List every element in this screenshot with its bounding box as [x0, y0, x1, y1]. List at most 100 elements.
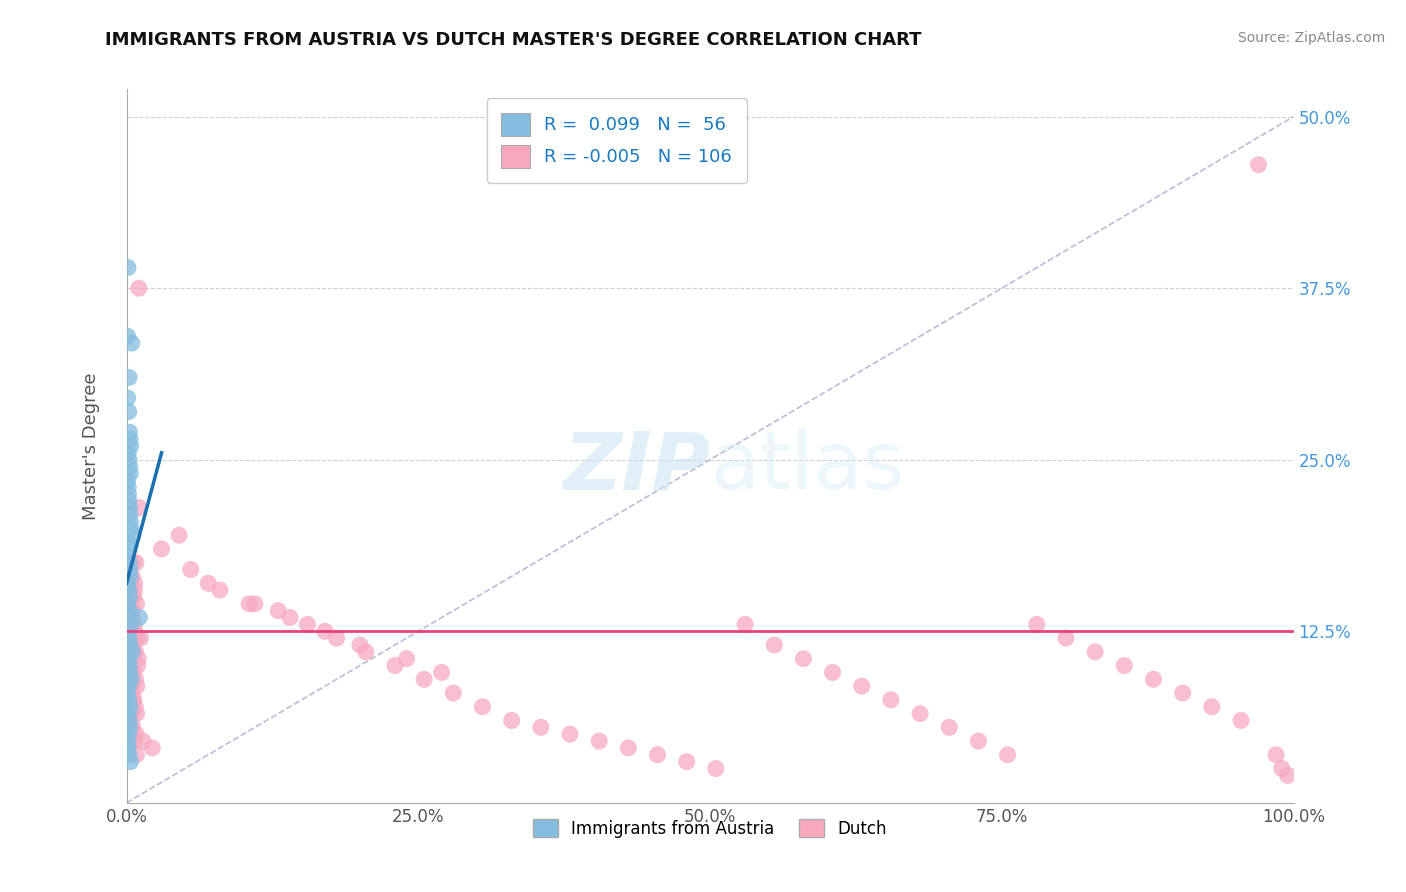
Point	[124, 631, 146, 645]
Point	[1271, 762, 1294, 776]
Point	[734, 617, 756, 632]
Point	[880, 693, 903, 707]
Point	[121, 617, 143, 632]
Point	[122, 734, 145, 748]
Point	[120, 521, 142, 535]
Point	[150, 541, 173, 556]
Text: Source: ZipAtlas.com: Source: ZipAtlas.com	[1237, 31, 1385, 45]
Point	[124, 624, 146, 639]
Text: Master's Degree: Master's Degree	[83, 372, 100, 520]
Point	[121, 638, 143, 652]
Point	[125, 706, 148, 721]
Text: atlas: atlas	[710, 428, 904, 507]
Point	[197, 576, 219, 591]
Point	[325, 631, 347, 645]
Point	[118, 624, 141, 639]
Point	[124, 645, 146, 659]
Point	[118, 604, 141, 618]
Point	[122, 604, 145, 618]
Point	[118, 658, 141, 673]
Point	[413, 673, 436, 687]
Point	[354, 645, 377, 659]
Point	[118, 459, 141, 474]
Point	[117, 391, 139, 405]
Point	[121, 590, 143, 604]
Point	[349, 638, 371, 652]
Legend: Immigrants from Austria, Dutch: Immigrants from Austria, Dutch	[526, 813, 894, 845]
Point	[267, 604, 290, 618]
Point	[117, 651, 139, 665]
Point	[238, 597, 260, 611]
Point	[118, 370, 141, 384]
Point	[125, 747, 148, 762]
Point	[395, 651, 418, 665]
Point	[141, 740, 163, 755]
Point	[675, 755, 697, 769]
Point	[120, 610, 142, 624]
Point	[120, 569, 142, 583]
Point	[117, 727, 139, 741]
Point	[122, 617, 145, 632]
Point	[121, 645, 143, 659]
Point	[125, 556, 148, 570]
Point	[384, 658, 406, 673]
Point	[118, 452, 141, 467]
Point	[118, 699, 141, 714]
Point	[121, 693, 143, 707]
Point	[1265, 747, 1288, 762]
Point	[118, 597, 141, 611]
Point	[118, 590, 141, 604]
Point	[117, 329, 139, 343]
Point	[124, 576, 146, 591]
Point	[167, 528, 190, 542]
Point	[121, 686, 143, 700]
Point	[128, 500, 150, 515]
Point	[121, 720, 143, 734]
Point	[938, 720, 960, 734]
Point	[125, 679, 148, 693]
Point	[243, 597, 266, 611]
Point	[124, 673, 146, 687]
Point	[118, 500, 141, 515]
Point	[118, 610, 141, 624]
Point	[118, 665, 141, 680]
Point	[117, 562, 139, 576]
Point	[120, 515, 142, 529]
Point	[120, 617, 142, 632]
Point	[118, 425, 141, 440]
Point	[297, 617, 319, 632]
Point	[997, 747, 1019, 762]
Point	[118, 576, 141, 591]
Point	[278, 610, 301, 624]
Point	[117, 706, 139, 721]
Point	[120, 720, 142, 734]
Point	[967, 734, 990, 748]
Point	[118, 747, 141, 762]
Point	[1054, 631, 1077, 645]
Point	[117, 624, 139, 639]
Point	[1277, 768, 1299, 782]
Point	[117, 679, 139, 693]
Text: IMMIGRANTS FROM AUSTRIA VS DUTCH MASTER'S DEGREE CORRELATION CHART: IMMIGRANTS FROM AUSTRIA VS DUTCH MASTER'…	[105, 31, 922, 49]
Point	[120, 755, 142, 769]
Point	[120, 604, 142, 618]
Point	[120, 645, 142, 659]
Point	[117, 473, 139, 487]
Point	[117, 487, 139, 501]
Point	[117, 549, 139, 563]
Point	[132, 734, 155, 748]
Point	[1114, 658, 1136, 673]
Point	[128, 610, 150, 624]
Point	[117, 597, 139, 611]
Point	[125, 631, 148, 645]
Point	[122, 528, 145, 542]
Point	[908, 706, 931, 721]
Point	[1084, 645, 1107, 659]
Point	[118, 638, 141, 652]
Point	[704, 762, 727, 776]
Point	[180, 562, 202, 576]
Point	[1201, 699, 1223, 714]
Point	[117, 446, 139, 460]
Point	[821, 665, 844, 680]
Point	[117, 535, 139, 549]
